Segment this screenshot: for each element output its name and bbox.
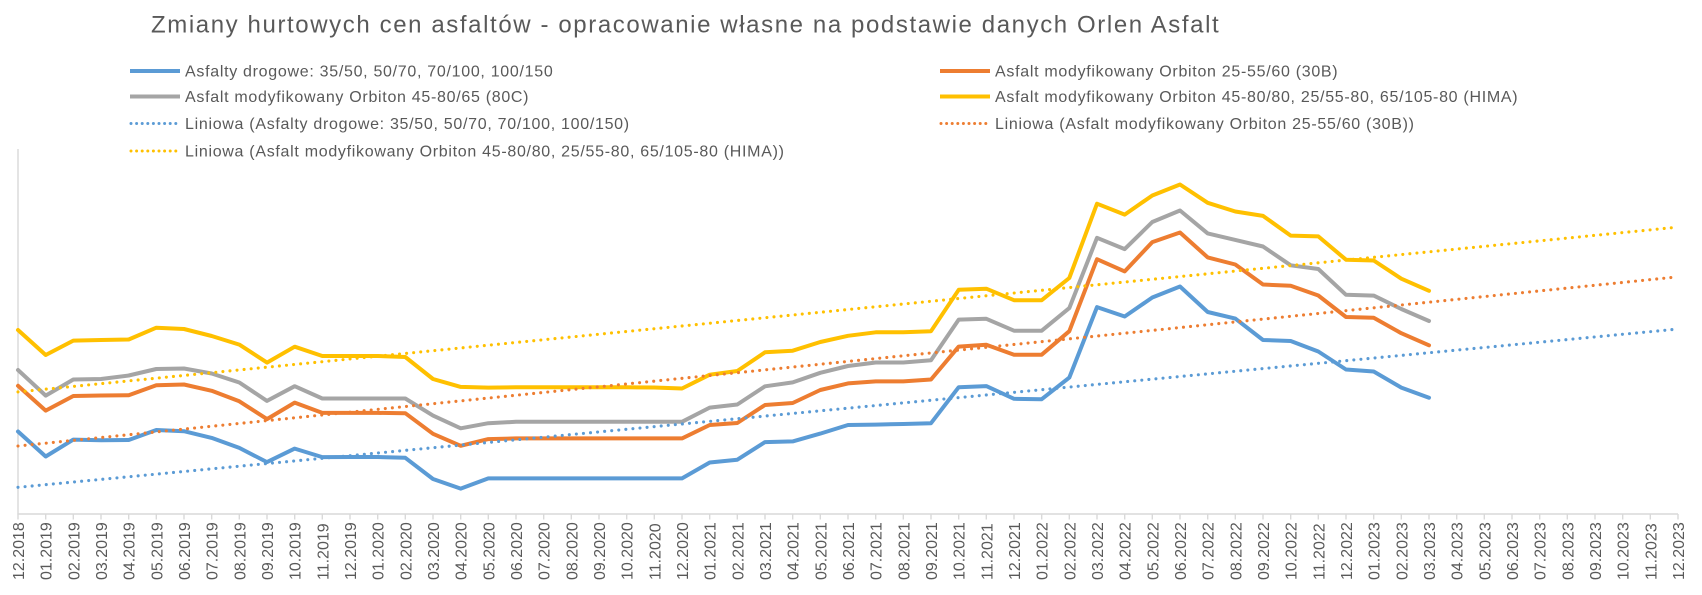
svg-text:02.2020: 02.2020 <box>398 522 415 580</box>
svg-text:05.2022: 05.2022 <box>1145 522 1162 580</box>
svg-text:Asfalt modyfikowany Orbiton 45: Asfalt modyfikowany Orbiton 45-80/80, 25… <box>995 89 1518 106</box>
svg-text:02.2019: 02.2019 <box>66 522 83 580</box>
svg-text:03.2020: 03.2020 <box>426 522 443 580</box>
svg-text:11.2023: 11.2023 <box>1643 523 1660 580</box>
svg-text:07.2019: 07.2019 <box>205 522 222 580</box>
svg-text:05.2019: 05.2019 <box>149 522 166 580</box>
svg-text:Zmiany hurtowych cen asfaltów: Zmiany hurtowych cen asfaltów - opracowa… <box>151 12 1220 39</box>
svg-text:08.2023: 08.2023 <box>1560 522 1577 580</box>
svg-text:07.2020: 07.2020 <box>537 522 554 580</box>
svg-text:03.2023: 03.2023 <box>1422 522 1439 580</box>
svg-text:11.2020: 11.2020 <box>647 523 664 580</box>
svg-text:09.2021: 09.2021 <box>924 522 941 580</box>
svg-text:01.2023: 01.2023 <box>1367 522 1384 580</box>
svg-text:04.2023: 04.2023 <box>1450 522 1467 580</box>
svg-text:11.2021: 11.2021 <box>979 523 996 580</box>
svg-text:05.2020: 05.2020 <box>481 522 498 580</box>
svg-text:08.2019: 08.2019 <box>232 522 249 580</box>
svg-text:03.2022: 03.2022 <box>1090 522 1107 580</box>
svg-text:08.2022: 08.2022 <box>1228 522 1245 580</box>
svg-text:12.2022: 12.2022 <box>1339 522 1356 580</box>
svg-text:10.2020: 10.2020 <box>620 522 637 580</box>
svg-text:07.2022: 07.2022 <box>1201 522 1218 580</box>
svg-text:Asfalty drogowe: 35/50, 50/70,: Asfalty drogowe: 35/50, 50/70, 70/100, 1… <box>185 64 553 81</box>
svg-text:08.2021: 08.2021 <box>896 522 913 580</box>
svg-text:12.2019: 12.2019 <box>343 522 360 580</box>
svg-text:02.2022: 02.2022 <box>1062 522 1079 580</box>
svg-text:01.2022: 01.2022 <box>1035 522 1052 580</box>
svg-text:08.2020: 08.2020 <box>564 522 581 580</box>
svg-text:12.2018: 12.2018 <box>11 522 28 580</box>
svg-text:04.2020: 04.2020 <box>454 522 471 580</box>
svg-text:Liniowa (Asfalt modyfikowany O: Liniowa (Asfalt modyfikowany Orbiton 45-… <box>185 144 785 161</box>
svg-text:10.2019: 10.2019 <box>288 522 305 580</box>
svg-text:06.2023: 06.2023 <box>1505 522 1522 580</box>
svg-text:10.2023: 10.2023 <box>1616 522 1633 580</box>
svg-text:06.2022: 06.2022 <box>1173 522 1190 580</box>
svg-text:04.2021: 04.2021 <box>786 522 803 580</box>
svg-text:12.2021: 12.2021 <box>1007 522 1024 580</box>
svg-text:10.2022: 10.2022 <box>1284 522 1301 580</box>
svg-text:07.2023: 07.2023 <box>1533 522 1550 580</box>
svg-text:09.2019: 09.2019 <box>260 522 277 580</box>
svg-text:10.2021: 10.2021 <box>952 522 969 580</box>
svg-text:02.2021: 02.2021 <box>730 522 747 580</box>
svg-text:06.2020: 06.2020 <box>509 522 526 580</box>
svg-text:01.2021: 01.2021 <box>703 522 720 580</box>
svg-text:05.2021: 05.2021 <box>813 522 830 580</box>
svg-text:07.2021: 07.2021 <box>869 522 886 580</box>
svg-text:03.2019: 03.2019 <box>94 522 111 580</box>
svg-text:09.2023: 09.2023 <box>1588 522 1605 580</box>
svg-text:01.2019: 01.2019 <box>39 522 56 580</box>
svg-text:03.2021: 03.2021 <box>758 522 775 580</box>
svg-text:12.2023: 12.2023 <box>1671 522 1688 580</box>
svg-text:01.2020: 01.2020 <box>371 522 388 580</box>
svg-text:02.2023: 02.2023 <box>1394 522 1411 580</box>
svg-text:Liniowa (Asfalty drogowe: 35/5: Liniowa (Asfalty drogowe: 35/50, 50/70, … <box>185 116 630 133</box>
svg-text:11.2019: 11.2019 <box>315 523 332 580</box>
svg-text:12.2020: 12.2020 <box>675 522 692 580</box>
svg-text:06.2021: 06.2021 <box>841 522 858 580</box>
svg-text:09.2022: 09.2022 <box>1256 522 1273 580</box>
svg-text:11.2022: 11.2022 <box>1311 523 1328 580</box>
svg-text:Asfalt modyfikowany Orbiton 45: Asfalt modyfikowany Orbiton 45-80/65 (80… <box>185 89 529 106</box>
svg-text:Liniowa (Asfalt modyfikowany O: Liniowa (Asfalt modyfikowany Orbiton 25-… <box>995 116 1415 133</box>
svg-text:05.2023: 05.2023 <box>1477 522 1494 580</box>
svg-text:06.2019: 06.2019 <box>177 522 194 580</box>
svg-text:Asfalt modyfikowany Orbiton 25: Asfalt modyfikowany Orbiton 25-55/60 (30… <box>995 64 1338 81</box>
svg-text:04.2019: 04.2019 <box>122 522 139 580</box>
svg-text:09.2020: 09.2020 <box>592 522 609 580</box>
svg-text:04.2022: 04.2022 <box>1118 522 1135 580</box>
